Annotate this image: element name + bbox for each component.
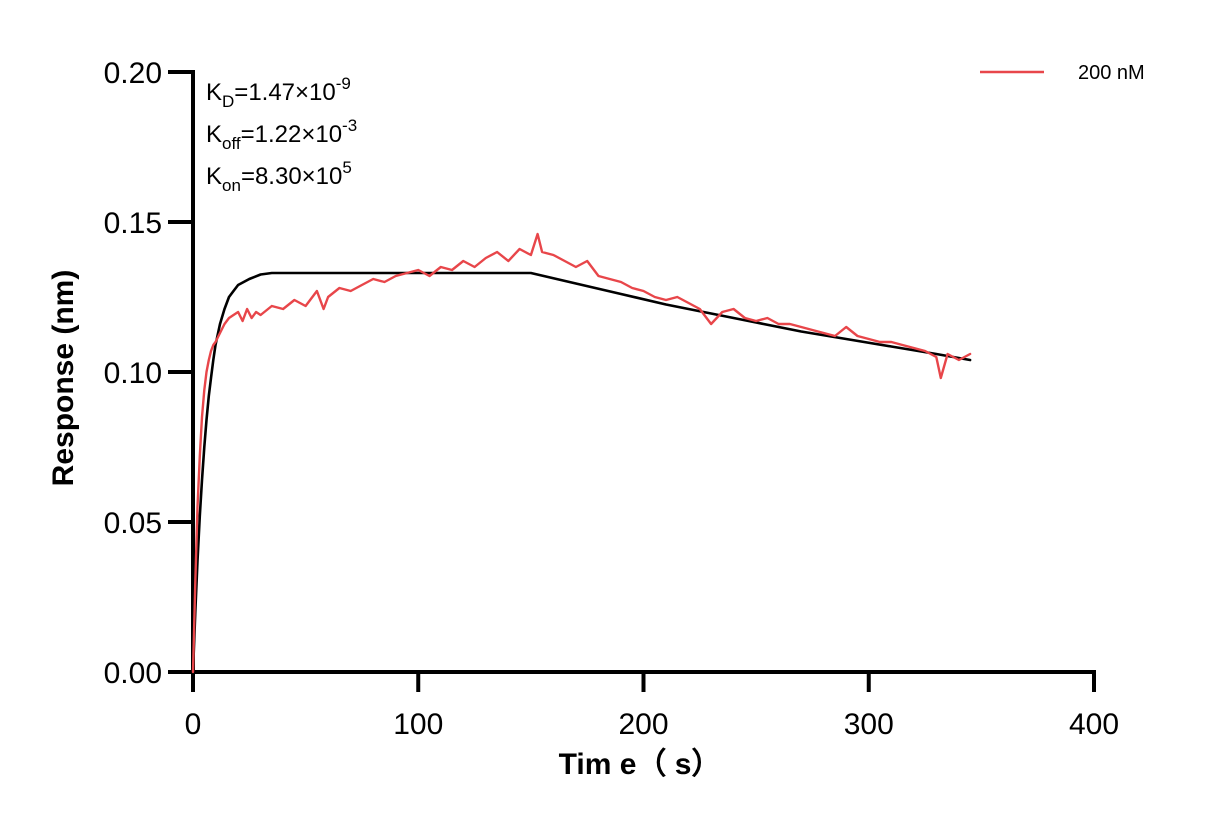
y-tick-label: 0.05 xyxy=(104,507,162,540)
y-axis-ticks: 0.00 0.05 0.10 0.15 0.20 xyxy=(104,57,193,690)
x-axis-title: Tim e（ s） xyxy=(559,747,722,781)
x-tick-label: 200 xyxy=(618,708,668,741)
y-tick-label: 0.10 xyxy=(104,357,162,390)
x-tick-label: 100 xyxy=(393,708,443,741)
axes xyxy=(191,70,1096,674)
x-axis-ticks: 0 100 200 300 400 xyxy=(185,672,1119,741)
x-tick-label: 0 xyxy=(185,708,202,741)
x-tick-label: 400 xyxy=(1069,708,1119,741)
y-tick-label: 0.20 xyxy=(104,57,162,90)
legend-label: 200 nM xyxy=(1078,62,1145,84)
kon-annotation: Kon=8.30×105 xyxy=(206,158,352,195)
x-tick-label: 300 xyxy=(844,708,894,741)
series-line-200nm xyxy=(191,232,972,674)
y-axis-title: Response (nm) xyxy=(47,270,80,487)
series-layer xyxy=(191,232,972,674)
koff-annotation: Koff=1.22×10-3 xyxy=(206,116,357,153)
kd-annotation: KD=1.47×10-9 xyxy=(206,74,351,111)
y-tick-label: 0.00 xyxy=(104,657,162,690)
kinetic-constants-annotation: KD=1.47×10-9 Koff=1.22×10-3 Kon=8.30×105 xyxy=(206,74,357,195)
y-tick-label: 0.15 xyxy=(104,207,162,240)
legend: 200 nM xyxy=(980,62,1145,84)
